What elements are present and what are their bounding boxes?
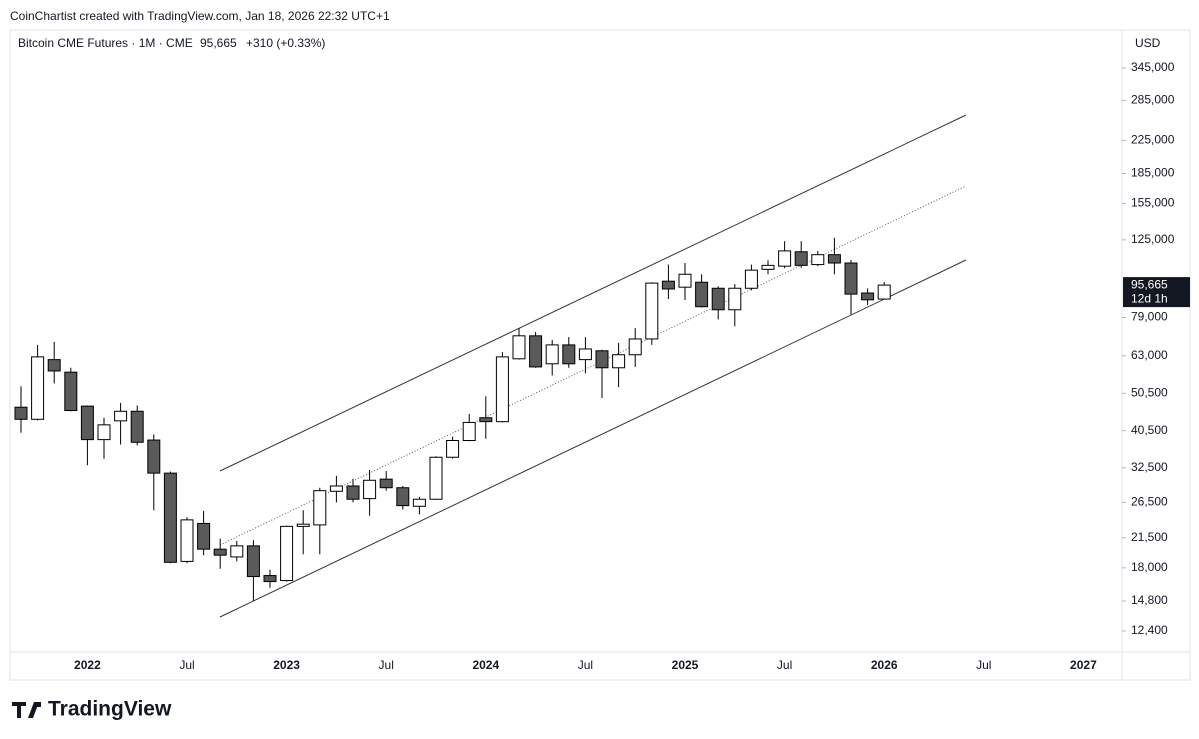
candle-body xyxy=(711,287,725,311)
x-tick-label: 2026 xyxy=(871,658,898,672)
y-tick-label: 185,000 xyxy=(1131,166,1175,180)
logo-mark xyxy=(12,702,41,718)
candle-body xyxy=(163,472,177,563)
x-tick-label: Jul xyxy=(379,658,394,672)
legend-price: 95,665 xyxy=(200,36,237,50)
y-tick-label: 12,400 xyxy=(1131,623,1168,637)
candle-body xyxy=(446,439,460,458)
last-price-label: 95,665 xyxy=(1131,277,1168,291)
candle-body xyxy=(479,417,493,423)
candle-body xyxy=(844,262,858,295)
candle-body xyxy=(313,490,327,526)
candle-body xyxy=(827,254,841,264)
candle-body xyxy=(412,498,426,507)
candle-body xyxy=(811,254,825,266)
y-tick-label: 125,000 xyxy=(1131,232,1175,246)
candle-body xyxy=(180,519,194,562)
candle-body xyxy=(861,292,875,301)
x-tick-label: Jul xyxy=(777,658,792,672)
candle-body xyxy=(628,338,642,356)
y-tick-label: 32,500 xyxy=(1131,460,1168,474)
candle-body xyxy=(512,335,526,360)
candle-body xyxy=(130,410,144,443)
x-tick-label: 2025 xyxy=(672,658,699,672)
candle-body xyxy=(678,273,692,288)
candle-body xyxy=(595,350,609,369)
candle-body xyxy=(761,264,775,270)
candle-body xyxy=(47,359,61,372)
x-tick-label: 2023 xyxy=(273,658,300,672)
candle-body xyxy=(147,439,161,474)
channel-upper xyxy=(219,114,967,472)
candle-body xyxy=(97,424,111,441)
candle-body xyxy=(529,335,543,368)
logo-text: TradingView xyxy=(48,698,172,721)
candle-body xyxy=(246,545,260,578)
x-tick-label: Jul xyxy=(179,658,194,672)
y-tick-label: 18,000 xyxy=(1131,560,1168,574)
y-tick-label: 155,000 xyxy=(1131,196,1175,210)
candle-body xyxy=(778,250,792,267)
x-tick-label: 2027 xyxy=(1070,658,1097,672)
candle-body xyxy=(794,251,808,266)
candle-body xyxy=(280,525,294,582)
candle-body xyxy=(31,356,45,420)
x-tick-label: Jul xyxy=(578,658,593,672)
y-tick-label: 79,000 xyxy=(1131,310,1168,324)
candle-body xyxy=(562,344,576,365)
y-tick-label: 345,000 xyxy=(1131,60,1175,74)
candle-body xyxy=(114,410,128,422)
candle-body xyxy=(744,269,758,289)
last-price-badge xyxy=(1123,277,1190,308)
y-tick-label: 26,500 xyxy=(1131,495,1168,509)
candle-body xyxy=(296,523,310,527)
candle-body xyxy=(645,282,659,340)
y-tick-label: 63,000 xyxy=(1131,348,1168,362)
attribution: CoinChartist created with TradingView.co… xyxy=(10,9,390,23)
countdown: 12d 1h xyxy=(1131,291,1168,305)
y-tick-label: 40,500 xyxy=(1131,423,1168,437)
candle-body xyxy=(346,485,360,500)
candle-body xyxy=(197,522,211,550)
x-tick-label: Jul xyxy=(976,658,991,672)
candle-body xyxy=(545,344,559,365)
y-tick-label: 225,000 xyxy=(1131,133,1175,147)
candle-body xyxy=(64,371,78,412)
candle-body xyxy=(462,421,476,441)
candle-body xyxy=(379,478,393,489)
legend-change: +310 (+0.33%) xyxy=(246,36,325,50)
candle-body xyxy=(263,575,277,583)
y-tick-label: 285,000 xyxy=(1131,92,1175,106)
chart-frame xyxy=(9,29,1191,681)
candle-body xyxy=(495,356,509,423)
candle-body xyxy=(329,485,343,492)
candle-body xyxy=(877,284,891,300)
currency: USD xyxy=(1135,36,1161,50)
candle-body xyxy=(612,354,626,369)
candle-body xyxy=(80,405,94,441)
candle-body xyxy=(213,548,227,556)
candle-body xyxy=(396,487,410,507)
candle-body xyxy=(14,406,28,420)
candle-body xyxy=(429,456,443,500)
y-tick-label: 50,500 xyxy=(1131,385,1168,399)
candle-body xyxy=(661,280,675,290)
y-tick-label: 14,800 xyxy=(1131,593,1168,607)
symbol-title: Bitcoin CME Futures · 1M · CME xyxy=(18,36,193,50)
candle-body xyxy=(578,348,592,361)
candle-body xyxy=(363,479,377,500)
x-tick-label: 2024 xyxy=(472,658,499,672)
y-tick-label: 21,500 xyxy=(1131,530,1168,544)
channel-lower xyxy=(219,259,967,618)
x-tick-label: 2022 xyxy=(74,658,101,672)
candle-body xyxy=(728,287,742,311)
candle-body xyxy=(695,281,709,308)
logo: TradingView xyxy=(12,698,172,721)
candle-body xyxy=(230,545,244,558)
